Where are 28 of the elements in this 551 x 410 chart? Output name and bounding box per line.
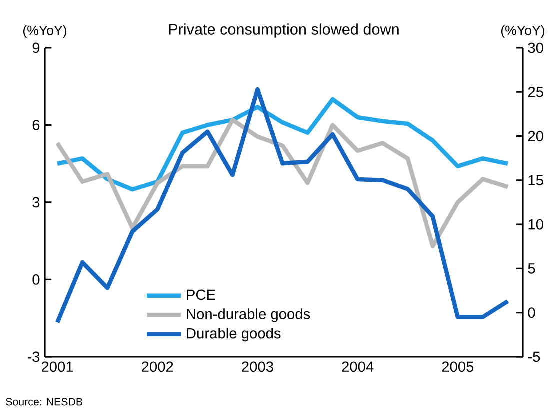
y2-tick-label: 25 [528, 86, 544, 98]
source-note: Source: NESDB [6, 398, 82, 406]
y2-tick-label: 0 [528, 308, 536, 318]
y2-tick-label: 10 [528, 219, 544, 230]
legend-label: PCE [187, 290, 216, 300]
y2-axis-title: (%YoY) [501, 26, 545, 38]
y-axis-title: (%YoY) [23, 26, 67, 38]
y2-tick-label: 30 [528, 42, 544, 54]
y2-tick-label: 15 [528, 175, 544, 186]
legend-label: Non-durable goods [187, 308, 310, 322]
y2-tick-label: 20 [528, 131, 544, 142]
y-tick-label: 0 [32, 274, 40, 285]
y2-tick-label: -5 [528, 352, 540, 362]
line-series [55, 87, 510, 325]
x-tick-label: 2005 [442, 362, 474, 372]
y-tick-label: 6 [32, 120, 40, 130]
y-tick-label: -3 [28, 352, 40, 362]
y-tick-label: 9 [32, 42, 40, 54]
y2-tick-label: 5 [528, 264, 536, 274]
x-tick-label: 2004 [342, 362, 374, 372]
x-tick-label: 2001 [42, 362, 74, 372]
line-series [55, 118, 510, 248]
x-tick-label: 2003 [242, 362, 274, 372]
y-tick-label: 3 [32, 197, 40, 208]
legend-label: Durable goods [187, 328, 281, 342]
line-series [55, 97, 510, 192]
chart-title: Private consumption slowed down [169, 24, 399, 38]
x-tick-label: 2002 [142, 362, 174, 372]
